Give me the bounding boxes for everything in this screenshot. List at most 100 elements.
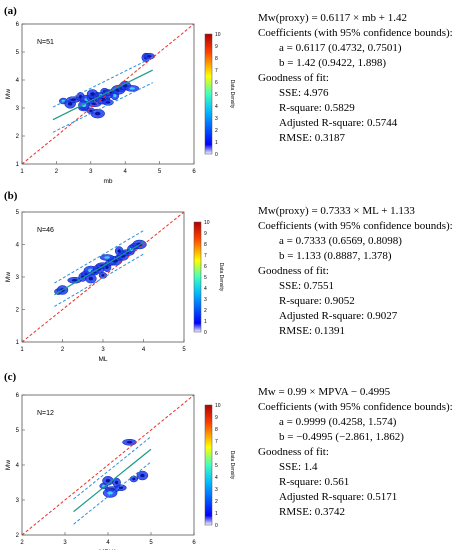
coef-header: Coefficients (with 95% confidence bounds…	[258, 27, 453, 39]
x-tick-label: 3	[101, 347, 105, 353]
y-tick-label: 3	[16, 106, 20, 112]
density-core	[105, 265, 109, 270]
x-tick-label: 6	[192, 540, 196, 546]
density-core	[147, 55, 152, 58]
colorbar-tick-label: 10	[215, 32, 221, 38]
confidence-line	[73, 461, 152, 525]
colorbar-tick-label: 3	[215, 487, 218, 493]
density-core	[105, 478, 111, 483]
colorbar-tick-label: 0	[215, 523, 218, 529]
x-tick-label: 2	[55, 169, 59, 175]
colorbar-tick-label: 1	[215, 511, 218, 517]
coef-b: b = 1.42 (0.9422, 1.898)	[279, 57, 386, 69]
density-core	[67, 102, 73, 106]
colorbar-tick-label: 5	[204, 275, 207, 281]
y-tick-label: 4	[16, 463, 20, 469]
density-core	[104, 256, 110, 259]
density-core	[91, 102, 98, 106]
colorbar-tick-label: 7	[204, 253, 207, 259]
colorbar-tick-label: 3	[215, 116, 218, 122]
coef-b: b = 1.133 (0.8887, 1.378)	[279, 250, 392, 262]
density-core	[70, 98, 77, 101]
equation: Mw(proxy) = 0.7333 × ML + 1.133	[258, 205, 415, 217]
sse: SSE: 1.4	[279, 461, 318, 473]
colorbar	[204, 33, 213, 155]
x-tick-label: 1	[20, 347, 24, 353]
density-core	[90, 92, 95, 96]
sample-count: N=51	[37, 39, 54, 46]
density-core	[126, 441, 133, 444]
y-tick-label: 5	[16, 50, 20, 56]
colorbar-tick-label: 6	[204, 264, 207, 270]
colorbar-tick-label: 4	[215, 475, 218, 481]
x-tick-label: 5	[158, 169, 162, 175]
equation-block: Mw(proxy) = 0.7333 × ML + 1.133 Coeffici…	[258, 205, 453, 337]
colorbar-tick-label: 2	[204, 308, 207, 314]
density-core	[88, 276, 94, 281]
colorbar-tick-label: 2	[215, 499, 218, 505]
rmse: RMSE: 0.3187	[279, 132, 346, 144]
colorbar-tick-label: 5	[215, 463, 218, 469]
equation-block: Mw(proxy) = 0.6117 × mb + 1.42 Coefficie…	[258, 12, 453, 144]
plot-inner	[22, 24, 194, 164]
coef-b: b = −0.4995 (−2.861, 1.862)	[279, 431, 404, 443]
confidence-line	[73, 436, 152, 500]
rsq: R-square: 0.9052	[279, 295, 355, 307]
colorbar-tick-label: 1	[215, 140, 218, 146]
x-tick-label: 3	[89, 169, 93, 175]
confidence-line	[52, 56, 153, 108]
density-core	[89, 109, 93, 113]
density-core	[117, 249, 121, 253]
adj-rsq: Adjusted R-square: 0.5171	[279, 491, 397, 503]
x-tick-label: 5	[182, 347, 186, 353]
rmse: RMSE: 0.1391	[279, 325, 345, 337]
equation: Mw = 0.99 × MPVA − 0.4995	[258, 386, 391, 398]
rsq: R-square: 0.561	[279, 476, 349, 488]
x-tick-label: 4	[142, 347, 146, 353]
panel-label: (b)	[4, 190, 18, 202]
confidence-line	[54, 253, 144, 307]
y-tick-label: 2	[16, 134, 20, 140]
colorbar-tick-label: 4	[204, 286, 207, 292]
colorbar-tick-label: 8	[215, 427, 218, 433]
sse: SSE: 4.976	[279, 87, 329, 99]
coef-a: a = 0.7333 (0.6569, 0.8098)	[279, 235, 402, 247]
colorbar-tick-label: 3	[204, 297, 207, 303]
y-tick-label: 5	[16, 210, 20, 216]
y-axis-label: Mw	[5, 460, 12, 470]
y-tick-label: 6	[16, 393, 20, 399]
coef-header: Coefficients (with 95% confidence bounds…	[258, 401, 453, 413]
one-to-one-line	[22, 24, 194, 164]
equation-block: Mw = 0.99 × MPVA − 0.4995 Coefficients (…	[258, 386, 453, 518]
adj-rsq: Adjusted R-square: 0.9027	[279, 310, 398, 322]
colorbar-label: Data Density	[229, 451, 235, 480]
panel-c: (c) 2345623456MPVAMwN=12109876543210Data…	[4, 371, 453, 550]
density-core	[129, 87, 135, 90]
x-tick-label: 4	[106, 540, 110, 546]
colorbar-tick-label: 5	[215, 92, 218, 98]
y-tick-label: 3	[16, 275, 20, 281]
sample-count: N=46	[37, 227, 54, 234]
colorbar-tick-label: 9	[215, 44, 218, 50]
one-to-one-line	[22, 395, 194, 535]
colorbar-tick-label: 0	[204, 330, 207, 336]
fit-line	[52, 69, 153, 121]
rsq: R-square: 0.5829	[279, 102, 355, 114]
colorbar-tick-label: 6	[215, 451, 218, 457]
colorbar-tick-label: 4	[215, 104, 218, 110]
colorbar-tick-label: 10	[204, 220, 210, 226]
density-core	[94, 111, 101, 116]
colorbar-tick-label: 6	[215, 80, 218, 86]
gof-header: Goodness of fit:	[258, 265, 329, 277]
colorbar-label: Data Density	[229, 80, 235, 109]
y-tick-label: 4	[16, 243, 20, 249]
x-tick-label: 5	[149, 540, 153, 546]
density-core	[115, 480, 119, 485]
equation: Mw(proxy) = 0.6117 × mb + 1.42	[258, 12, 407, 24]
density-core	[105, 101, 111, 104]
colorbar-tick-label: 1	[204, 319, 207, 325]
panel-label: (a)	[4, 5, 17, 17]
coef-a: a = 0.6117 (0.4732, 0.7501)	[279, 42, 402, 54]
